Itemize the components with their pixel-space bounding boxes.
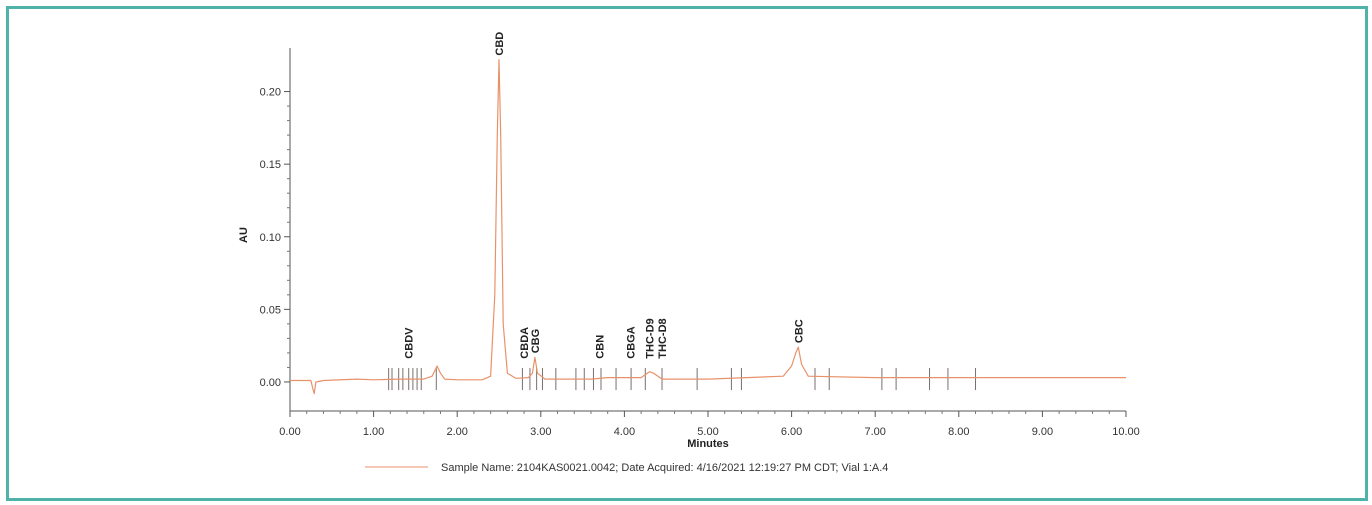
series-group xyxy=(290,58,1126,395)
y-tick-label: 0.05 xyxy=(260,304,281,316)
x-tick-label: 6.00 xyxy=(781,426,802,438)
x-tick-label: 7.00 xyxy=(864,426,885,438)
x-tick-label: 9.00 xyxy=(1032,426,1053,438)
x-tick-label: 10.00 xyxy=(1112,426,1140,438)
y-tick-label: 0.00 xyxy=(260,377,281,389)
peak-label: CBG xyxy=(530,329,542,353)
x-tick-label: 2.00 xyxy=(446,426,467,438)
y-tick-label: 0.15 xyxy=(260,159,281,171)
x-tick-label: 1.00 xyxy=(363,426,384,438)
x-tick-label: 0.00 xyxy=(279,426,300,438)
peak-label: CBD xyxy=(494,32,506,56)
x-tick-label: 8.00 xyxy=(948,426,969,438)
series-line xyxy=(290,58,1126,395)
peak-label: CBDV xyxy=(404,327,416,359)
peak-label: CBC xyxy=(793,319,805,343)
x-axis-title: Minutes xyxy=(687,438,729,450)
x-tick-label: 3.00 xyxy=(530,426,551,438)
legend-text: Sample Name: 2104KAS0021.0042; Date Acqu… xyxy=(441,462,888,474)
peak-label: CBGA xyxy=(625,326,637,358)
x-tick-label: 5.00 xyxy=(697,426,718,438)
x-tick-label: 4.00 xyxy=(614,426,635,438)
peak-label: THC-D8 xyxy=(657,318,669,358)
peak-label: THC-D9 xyxy=(645,318,657,358)
tick-group: 0.00 0.05 0.10 0.15 0.20 0.00 1.00 2.00 3.00 4.00… xyxy=(260,87,1140,438)
peak-label: CBN xyxy=(594,335,606,359)
figure-frame xyxy=(6,6,1368,501)
peak-label: CBDA xyxy=(519,327,531,359)
y-tick-label: 0.20 xyxy=(260,87,281,99)
y-tick-label: 0.10 xyxy=(260,232,281,244)
y-axis-title: AU xyxy=(238,227,250,243)
